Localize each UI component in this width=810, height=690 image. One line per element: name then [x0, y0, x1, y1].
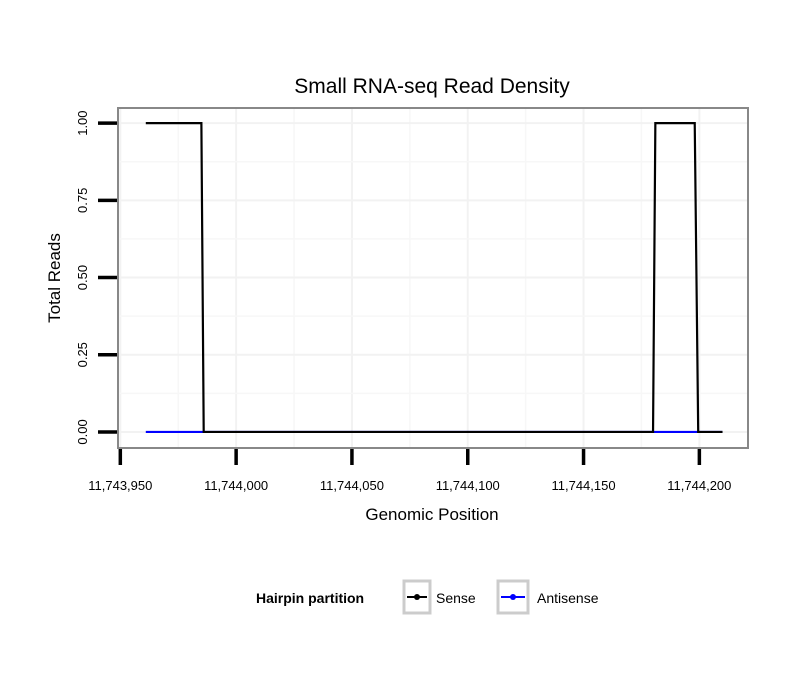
x-tick-label: 11,744,100: [436, 478, 500, 493]
y-tick-label: 0.50: [75, 265, 90, 290]
y-tick-label: 0.75: [75, 188, 90, 213]
y-tick-label: 0.25: [75, 342, 90, 367]
legend: Hairpin partition Sense Antisense: [256, 579, 599, 615]
legend-point-sense: [414, 594, 420, 600]
x-axis-label: Genomic Position: [365, 505, 498, 524]
x-tick-label: 11,744,050: [320, 478, 384, 493]
legend-label-antisense: Antisense: [537, 590, 599, 606]
legend-label-sense: Sense: [436, 590, 476, 606]
y-tick-label: 0.00: [75, 419, 90, 444]
x-tick-label: 11,744,150: [551, 478, 615, 493]
plot-panel-border: [117, 107, 749, 449]
chart-title: Small RNA-seq Read Density: [294, 75, 570, 98]
x-tick-label: 11,744,200: [667, 478, 731, 493]
legend-point-antisense: [510, 594, 516, 600]
y-axis-label: Total Reads: [45, 233, 64, 323]
series-line-sense: [145, 122, 723, 434]
x-tick-label: 11,743,950: [88, 478, 152, 493]
y-tick-label: 1.00: [75, 110, 90, 135]
legend-title: Hairpin partition: [256, 590, 364, 606]
x-tick-label: 11,744,000: [204, 478, 268, 493]
